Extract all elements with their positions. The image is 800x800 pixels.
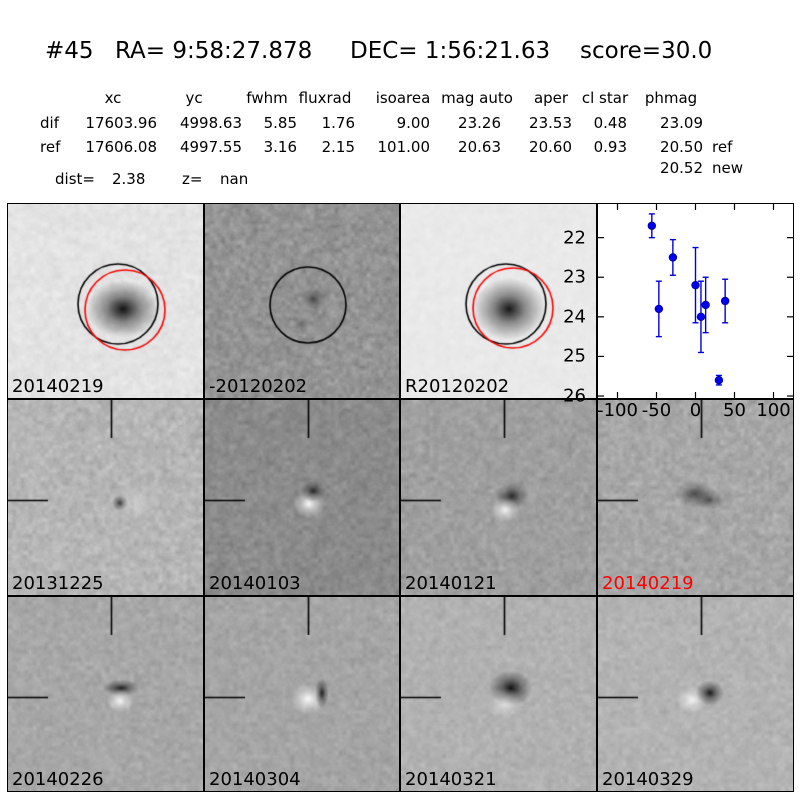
cutout-label-20140321: 20140321 [405, 769, 497, 791]
column-header-fwhm: fwhm [246, 89, 288, 107]
redshift-value: nan [220, 170, 249, 188]
cutout-panel-20140329: 20140329 [597, 596, 794, 792]
cell-dif-cl-star: 0.48 [593, 114, 627, 132]
cutout-label-20131225: 20131225 [12, 573, 104, 595]
column-header-cl-star: cl star [581, 89, 629, 107]
cutout-label-20140219: 20140219 [12, 376, 104, 398]
cutout-panel-20131225: 20131225 [7, 399, 204, 596]
cell-ref-isoarea: 101.00 [377, 138, 431, 156]
cell-ref-yc: 4997.55 [179, 138, 242, 156]
cell-ref-aper: 20.60 [529, 138, 572, 156]
column-header-phmag: phmag [644, 89, 698, 107]
phmag-new-value: 20.52 [660, 159, 703, 177]
cell-dif-yc: 4998.63 [179, 114, 242, 132]
x-tick-label: 0 [689, 400, 702, 421]
lightcurve-point [647, 221, 657, 230]
cutout-label-20140304: 20140304 [209, 769, 301, 791]
cutout-panel-20140321: 20140321 [400, 596, 597, 792]
cutout-label-20140103: 20140103 [209, 573, 301, 595]
cell-ref-mag-auto: 20.63 [458, 138, 501, 156]
lightcurve-point [668, 253, 678, 262]
y-tick-label: 24 [563, 306, 586, 328]
cutout-image-20131225 [8, 400, 203, 595]
cutout-panel-R20120202: R20120202 [400, 203, 597, 399]
column-header-xc: xc [104, 89, 122, 107]
cutout-image-20140219 [598, 400, 793, 595]
candidate-id: #45 [45, 38, 94, 64]
cutout-image-R20120202 [401, 204, 596, 398]
cutout-label-20140329: 20140329 [602, 769, 694, 791]
phmag-new-suffix: new [712, 159, 744, 177]
column-header-aper: aper [533, 89, 569, 107]
cutout-image-20140321 [401, 597, 596, 791]
lightcurve-point [696, 312, 706, 322]
cutout-label--20120202: -20120202 [209, 376, 308, 398]
cutout-panel-20140103: 20140103 [204, 399, 400, 596]
cutout-image-20140329 [598, 597, 793, 791]
cutout-label-20140121: 20140121 [405, 573, 497, 595]
score-value: score=30.0 [580, 38, 713, 64]
lightcurve-plot [598, 204, 793, 398]
cutout-image--20120202 [205, 204, 399, 398]
cutout-label-R20120202: R20120202 [405, 376, 510, 398]
x-tick-label: -50 [641, 400, 672, 421]
row-label-ref: ref [40, 138, 61, 156]
ra-value: RA= 9:58:27.878 [115, 38, 313, 64]
x-tick-label: -100 [597, 400, 638, 421]
cutout-label-20140226: 20140226 [12, 769, 104, 791]
cutout-panel--20120202: -20120202 [204, 203, 400, 399]
column-header-yc: yc [185, 89, 203, 107]
cell-dif-aper: 23.53 [529, 114, 572, 132]
lightcurve-point [654, 304, 664, 314]
y-tick-label: 25 [563, 345, 586, 367]
cell-dif-mag-auto: 23.26 [458, 114, 501, 132]
stamp-grid: 20140219 -20120202 R20120202 22 23 24 25 26 -100… [7, 203, 794, 793]
y-tick-label: 22 [563, 227, 586, 249]
y-tick-label: 23 [563, 266, 586, 288]
phmag-ref-suffix: ref [712, 138, 733, 156]
cell-dif-xc: 17603.96 [85, 114, 157, 132]
cell-ref-cl-star: 0.93 [593, 138, 627, 156]
cell-dif-fwhm: 5.85 [263, 114, 297, 132]
lightcurve-panel [597, 203, 794, 399]
lightcurve-point [720, 296, 730, 306]
cutout-image-20140226 [8, 597, 203, 791]
row-label-dif: dif [40, 114, 59, 132]
cutout-image-20140103 [205, 400, 399, 595]
cell-dif-fluxrad: 1.76 [321, 114, 355, 132]
column-header-isoarea: isoarea [375, 89, 431, 107]
cutout-panel-20140226: 20140226 [7, 596, 204, 792]
x-tick-label: 100 [756, 400, 791, 421]
cutout-panel-20140121: 20140121 [400, 399, 597, 596]
cutout-panel-20140219: 20140219 [7, 203, 204, 399]
cell-dif-isoarea: 9.00 [396, 114, 430, 132]
cutout-panel-20140219: 20140219 [597, 399, 794, 596]
cutout-image-20140304 [205, 597, 399, 791]
cell-ref-xc: 17606.08 [85, 138, 157, 156]
lightcurve-point [714, 375, 724, 385]
lightcurve-point [701, 300, 710, 310]
cell-ref-fwhm: 3.16 [263, 138, 297, 156]
column-header-mag-auto: mag auto [441, 89, 513, 107]
x-tick-label: 50 [723, 400, 746, 421]
cutout-label-20140219: 20140219 [602, 573, 694, 595]
column-header-fluxrad: fluxrad [298, 89, 352, 107]
cell-ref-phmag: 20.50 [660, 138, 703, 156]
redshift-label: z= [182, 170, 203, 188]
lightcurve-point [691, 280, 700, 290]
dist-label: dist= [55, 170, 95, 188]
cell-dif-phmag: 23.09 [660, 114, 703, 132]
cell-ref-fluxrad: 2.15 [321, 138, 355, 156]
dist-value: 2.38 [112, 170, 146, 188]
cutout-image-20140121 [401, 400, 596, 595]
y-tick-label: 26 [563, 385, 586, 407]
cutout-image-20140219 [8, 204, 203, 398]
dec-value: DEC= 1:56:21.63 [350, 38, 551, 64]
cutout-panel-20140304: 20140304 [204, 596, 400, 792]
